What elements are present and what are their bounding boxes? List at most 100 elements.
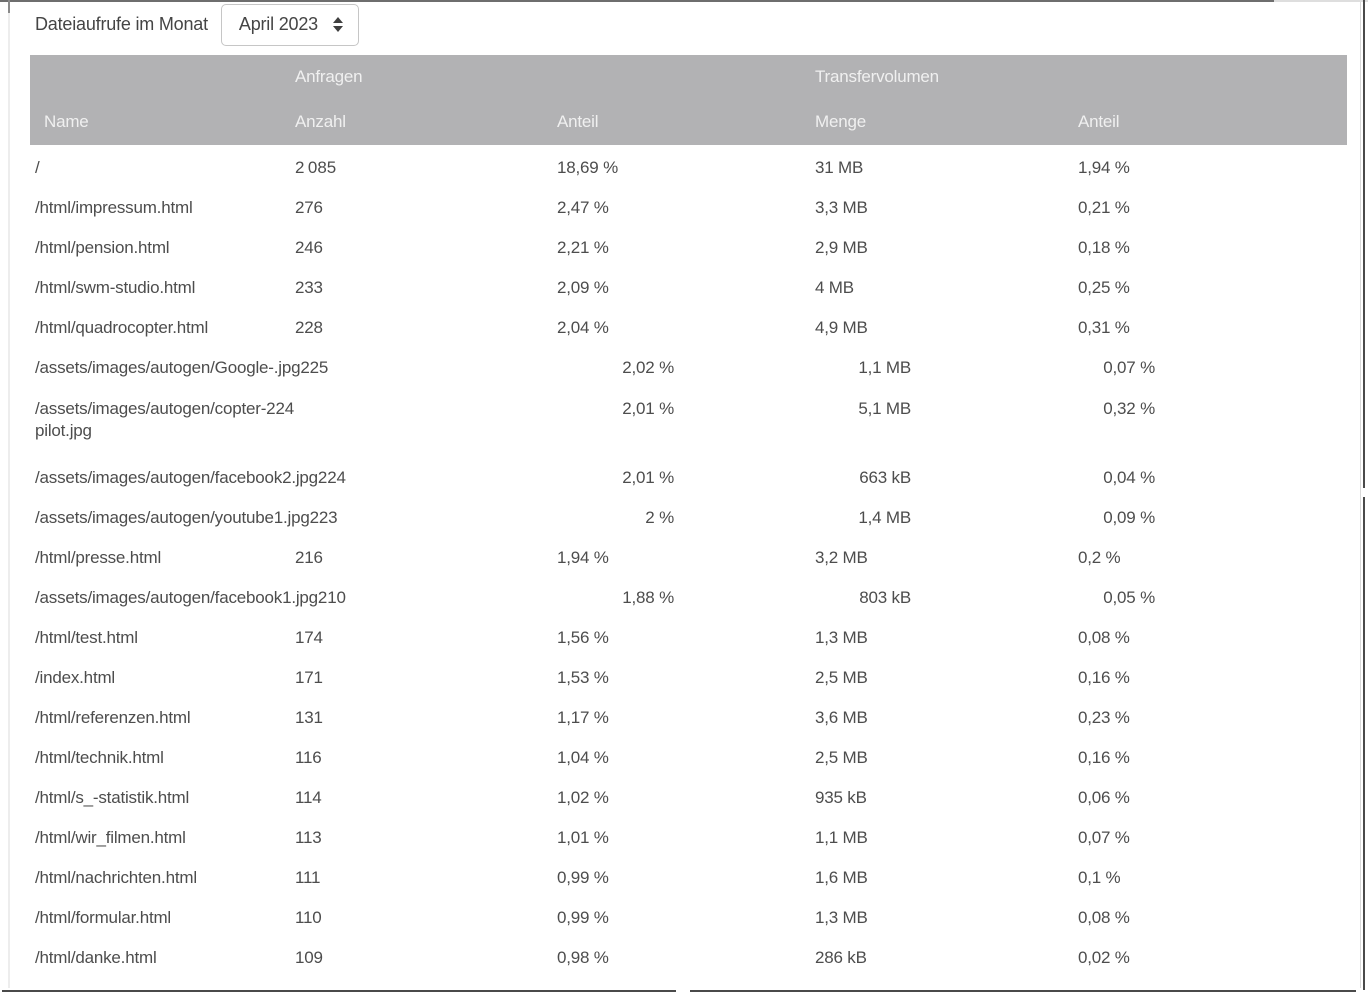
cell-anteil-anfragen: 0,99 % [557, 908, 609, 927]
cell-anzahl: 113 [295, 828, 322, 847]
cell-menge: 1,6 MB [815, 868, 868, 887]
table-row: /assets/images/autogen/Google-.jpg225 2,0… [30, 348, 1347, 388]
cell-name: /html/referenzen.html [35, 708, 191, 727]
cell-menge: 5,1 MB [858, 399, 911, 418]
cell-anteil-anfragen: 1,17 % [557, 708, 609, 727]
table-row: /html/wir_filmen.html 113 1,01 % 1,1 MB 0,07… [30, 818, 1347, 858]
table-body: / 2 085 18,69 % 31 MB 1,94 % /html/impressum.… [30, 145, 1347, 978]
cell-anteil-anfragen: 1,94 % [557, 548, 609, 567]
cell-name: /html/swm-studio.html [35, 278, 196, 297]
cell-anteil-anfragen: 2,21 % [557, 238, 609, 257]
cell-anteil-transfer: 0,23 % [1078, 708, 1130, 727]
cell-anteil-transfer: 0,09 % [1103, 508, 1155, 527]
cell-menge: 4,9 MB [815, 318, 868, 337]
cell-menge: 286 kB [815, 948, 867, 967]
cell-anteil-anfragen: 0,99 % [557, 868, 609, 887]
cell-anteil-transfer: 0,21 % [1078, 198, 1130, 217]
cell-name: /html/s_-statistik.html [35, 788, 190, 807]
cell-name: /html/formular.html [35, 908, 172, 927]
table-row: /html/s_-statistik.html 114 1,02 % 935 kB 0,… [30, 778, 1347, 818]
cell-anzahl: 276 [295, 198, 323, 217]
bottom-border-line [2, 990, 676, 992]
cell-anteil-anfragen: 2,01 % [622, 468, 674, 487]
cell-anteil-transfer: 0,16 % [1078, 668, 1130, 687]
cell-anzahl: 2 085 [295, 158, 337, 177]
cell-menge: 31 MB [815, 158, 864, 177]
cell-anzahl: 216 [295, 548, 323, 567]
table-row: /html/technik.html 116 1,04 % 2,5 MB 0,16 % [30, 738, 1347, 778]
cell-name: / [35, 158, 40, 177]
cell-name: /assets/images/autogen/facebook2.jpg224 [35, 468, 346, 487]
cell-anteil-anfragen: 1,04 % [557, 748, 609, 767]
cell-name: /index.html [35, 668, 116, 687]
cell-menge: 3,6 MB [815, 708, 868, 727]
month-select-value: April 2023 [238, 14, 318, 34]
cell-anteil-transfer: 0,04 % [1103, 468, 1155, 487]
right-border-line [1363, 497, 1365, 990]
cell-anteil-transfer: 0,16 % [1078, 748, 1130, 767]
cell-anteil-transfer: 0,2 % [1078, 548, 1121, 567]
cell-menge: 1,1 MB [858, 358, 911, 377]
table-row: /html/danke.html 109 0,98 % 286 kB 0,02 % [30, 938, 1347, 978]
cell-name: /assets/images/autogen/youtube1.jpg223 [35, 508, 338, 527]
month-select[interactable]: April 2023 [220, 3, 359, 46]
cell-anzahl: 116 [295, 748, 322, 767]
cell-name: /html/pension.html [35, 238, 170, 257]
table-header: Anfragen Transfervolumen Name Anzahl Ant… [30, 55, 1347, 145]
table-row: /assets/images/autogen/facebook2.jpg224 2… [30, 458, 1347, 498]
toolbar: Dateiaufrufe im Monat April 2023 [35, 3, 359, 46]
column-header-anteil-transfer: Anteil [1078, 112, 1120, 131]
cell-name: /html/danke.html [35, 948, 157, 967]
cell-anteil-transfer: 0,08 % [1078, 628, 1130, 647]
cell-menge: 803 kB [859, 588, 911, 607]
cell-name: /html/impressum.html [35, 198, 193, 217]
cell-anteil-transfer: 0,06 % [1078, 788, 1130, 807]
cell-anteil-transfer: 0,18 % [1078, 238, 1130, 257]
cell-anzahl: 109 [295, 948, 323, 967]
cell-menge: 2,5 MB [815, 668, 868, 687]
table-row: /assets/images/autogen/copter-224 pilot.j… [30, 388, 1347, 458]
cell-anteil-anfragen: 1,88 % [622, 588, 674, 607]
left-border-tick [8, 0, 10, 13]
top-border-line [0, 0, 1274, 2]
cell-anzahl: 233 [295, 278, 323, 297]
cell-anteil-anfragen: 0,98 % [557, 948, 609, 967]
cell-menge: 2,9 MB [815, 238, 868, 257]
cell-anteil-anfragen: 2,02 % [622, 358, 674, 377]
right-border-line-light [1360, 2, 1361, 988]
table-row: /html/test.html 174 1,56 % 1,3 MB 0,08 % [30, 618, 1347, 658]
cell-name: /html/wir_filmen.html [35, 828, 186, 847]
column-header-anzahl: Anzahl [295, 112, 346, 131]
cell-menge: 2,5 MB [815, 748, 868, 767]
cell-anteil-anfragen: 2,01 % [622, 399, 674, 418]
page-title: Dateiaufrufe im Monat [35, 14, 208, 34]
cell-name: /html/test.html [35, 628, 138, 647]
cell-name-anzahl: /assets/images/autogen/facebook2.jpg224 2… [30, 468, 674, 488]
cell-anzahl: 111 [295, 868, 321, 887]
cell-menge: 1,1 MB [815, 828, 868, 847]
cell-name: /assets/images/autogen/Google-.jpg225 [35, 358, 329, 377]
up-down-arrows-icon [332, 17, 343, 32]
table-row: /html/referenzen.html 131 1,17 % 3,6 MB 0,23… [30, 698, 1347, 738]
cell-anteil-anfragen: 1,01 % [557, 828, 609, 847]
cell-menge: 1,3 MB [815, 628, 868, 647]
cell-anzahl: 228 [295, 318, 323, 337]
cell-name-anzahl: /assets/images/autogen/youtube1.jpg223 2 … [30, 508, 674, 528]
cell-anzahl: 174 [295, 628, 323, 647]
cell-anteil-transfer: 1,94 % [1078, 158, 1130, 177]
cell-menge: 3,2 MB [815, 548, 868, 567]
cell-menge: 3,3 MB [815, 198, 868, 217]
cell-anzahl: 110 [295, 908, 322, 927]
group-header-anfragen: Anfragen [295, 67, 363, 86]
cell-menge: 663 kB [859, 468, 911, 487]
cell-anteil-anfragen: 1,53 % [557, 668, 609, 687]
table-row: / 2 085 18,69 % 31 MB 1,94 % [30, 148, 1347, 188]
cell-anteil-anfragen: 1,02 % [557, 788, 609, 807]
cell-name: /html/technik.html [35, 748, 164, 767]
column-header-menge: Menge [815, 112, 866, 131]
cell-anteil-anfragen: 2 % [645, 508, 674, 527]
cell-name: /html/quadrocopter.html [35, 318, 209, 337]
column-header-anteil-anfragen: Anteil [557, 112, 599, 131]
cell-anteil-transfer: 0,31 % [1078, 318, 1130, 337]
cell-anteil-transfer: 0,02 % [1078, 948, 1130, 967]
